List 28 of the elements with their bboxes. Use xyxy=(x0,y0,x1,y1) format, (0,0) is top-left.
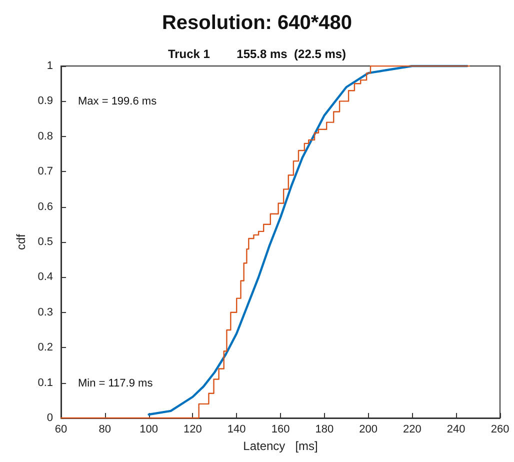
x-tick-label: 200 xyxy=(359,424,378,436)
y-tick-label: 0.3 xyxy=(38,306,53,318)
x-axis-title: Latency [ms] xyxy=(243,439,318,453)
chart-subtitle: Truck 1 155.8 ms (22.5 ms) xyxy=(168,47,346,61)
y-tick-label: 0.4 xyxy=(38,271,53,284)
y-tick-label: 0.6 xyxy=(38,200,53,213)
x-tick-label: 220 xyxy=(403,424,422,436)
x-tick-label: 160 xyxy=(271,424,290,436)
y-tick-label: 0.8 xyxy=(38,130,53,142)
x-tick-label: 140 xyxy=(227,424,246,436)
chart-title: Resolution: 640*480 xyxy=(162,12,352,34)
y-tick-label: 1 xyxy=(46,60,53,72)
y-tick-label: 0.2 xyxy=(38,342,53,354)
y-tick-label: 0.7 xyxy=(38,166,53,178)
y-axis-title: cdf xyxy=(14,233,28,250)
annotation: Min = 117.9 ms xyxy=(78,378,154,390)
y-tick-label: 0.5 xyxy=(38,236,53,248)
x-tick-label: 100 xyxy=(140,424,158,436)
y-tick-label: 0.1 xyxy=(38,376,53,389)
x-tick-label: 80 xyxy=(98,424,112,436)
y-tick-label: 0 xyxy=(46,412,53,424)
x-tick-label: 120 xyxy=(184,424,202,436)
x-tick-label: 240 xyxy=(446,424,466,436)
annotation: Max = 199.6 ms xyxy=(78,96,158,108)
x-tick-label: 180 xyxy=(315,424,334,436)
x-tick-label: 60 xyxy=(54,424,68,436)
y-tick-label: 0.9 xyxy=(38,95,53,108)
x-tick-label: 260 xyxy=(490,424,510,436)
